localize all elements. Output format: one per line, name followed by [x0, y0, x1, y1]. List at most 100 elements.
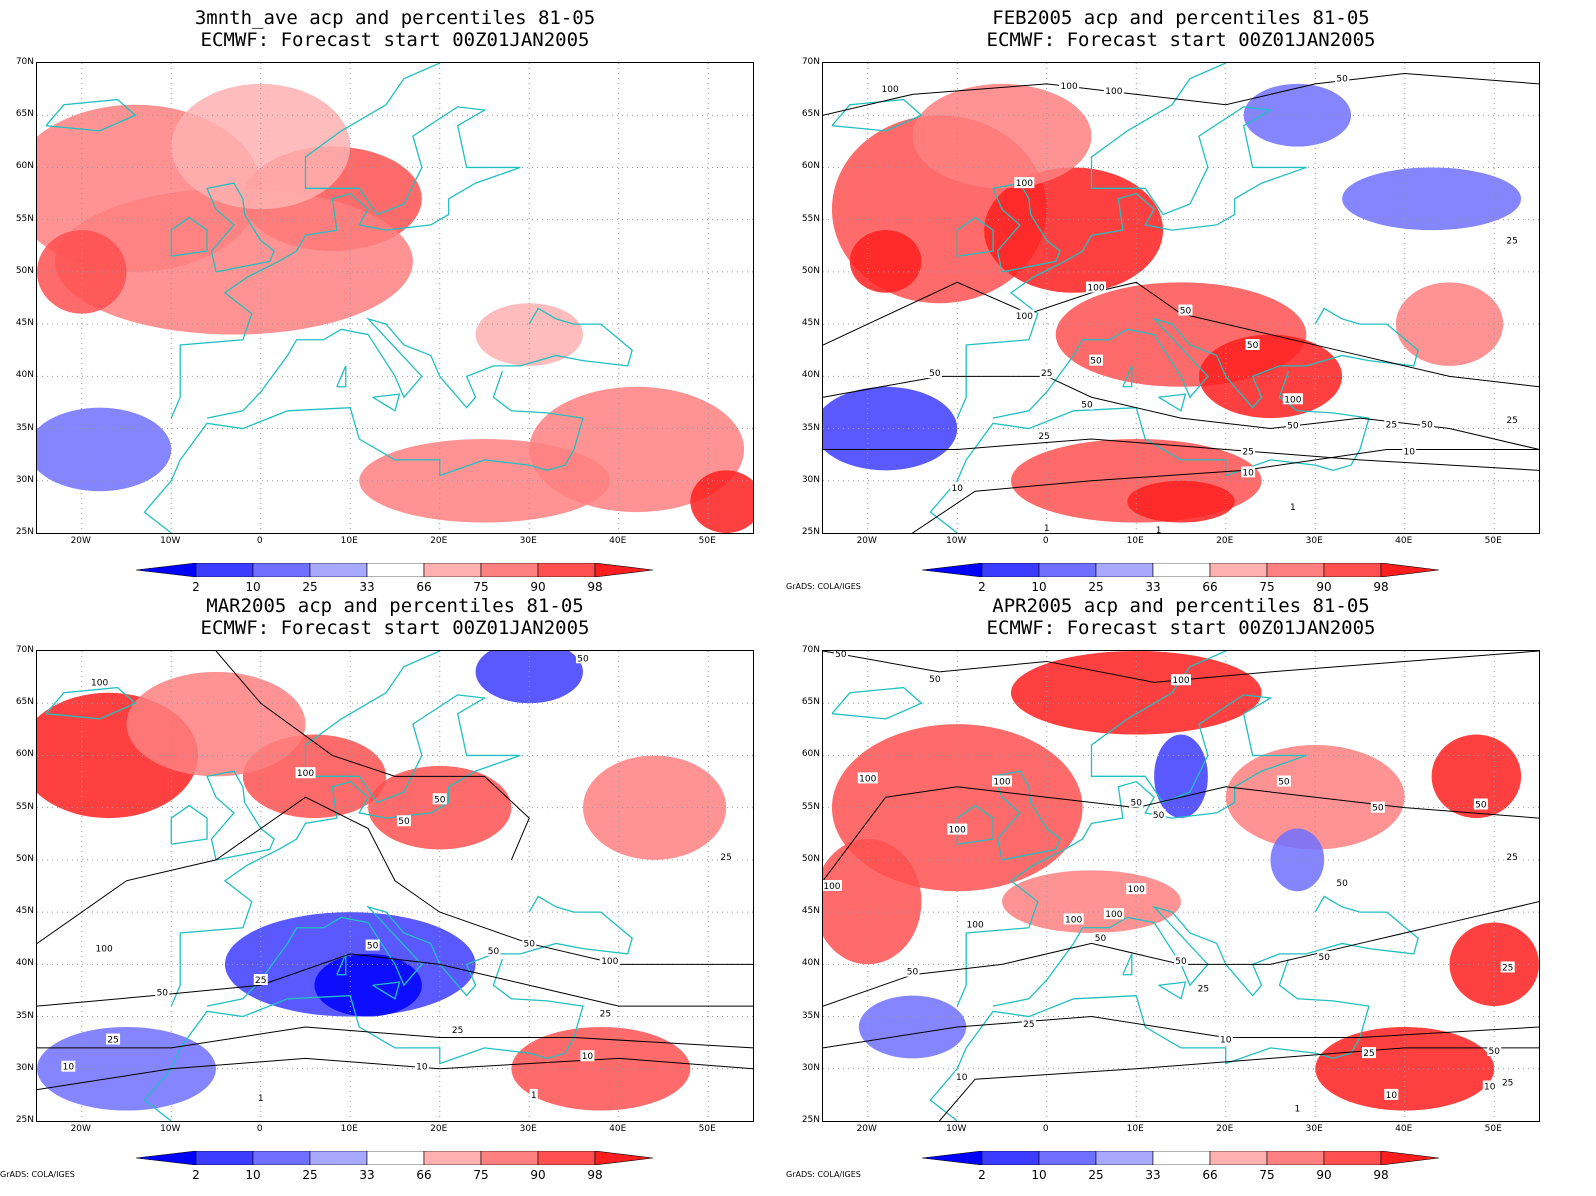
contour-label: 50: [577, 654, 589, 664]
map-panel-1: 3mnth_ave acp and percentiles 81-05 ECMWF…: [0, 0, 790, 594]
shading-patch: [582, 755, 727, 860]
lat-tick-label: 40N: [15, 958, 34, 969]
colorbar-label: 75: [473, 1168, 489, 1182]
colorbar-segment: [1323, 1151, 1382, 1165]
contour-line: [215, 651, 530, 861]
contour-label-bg: [1317, 951, 1332, 963]
panel-title: MAR2005 acp and percentiles 81-05: [206, 595, 584, 617]
lon-tick-label: 10W: [160, 1124, 181, 1134]
contour-label-bg: [1085, 281, 1106, 293]
contour-label: 50: [1131, 798, 1143, 808]
shading-patch: [1342, 167, 1522, 231]
contour-label: 1: [1290, 503, 1296, 513]
lon-tick-label: 50E: [698, 536, 716, 546]
contour-label: 100: [823, 882, 840, 892]
coastline: [336, 953, 347, 976]
shading-patch: [1315, 1027, 1495, 1111]
colorbar-label: 75: [1259, 1168, 1275, 1182]
contour-label: 50: [1180, 307, 1192, 317]
contour-label-bg: [1129, 796, 1144, 808]
coastline: [929, 370, 1370, 533]
contour-label-bg: [450, 1024, 465, 1036]
colorbar-arrow-left: [136, 563, 197, 577]
lon-tick-label: 20W: [70, 1124, 91, 1134]
colorbar-arrow-right: [1380, 563, 1440, 577]
colorbar: [136, 563, 654, 577]
lon-tick-label: 10E: [1126, 536, 1144, 546]
lat-tick-label: 55N: [15, 801, 34, 812]
contour-label-bg: [432, 793, 447, 805]
colorbar-label: 75: [1259, 580, 1275, 594]
contour-label: 50: [1336, 879, 1348, 889]
lon-tick-label: 10W: [160, 536, 181, 546]
contour-label: 50: [1153, 811, 1165, 821]
colorbar-label: 33: [1145, 580, 1161, 594]
coastline: [1122, 365, 1133, 388]
contour-label: 25: [1506, 416, 1517, 426]
colorbar-label: 2: [978, 580, 986, 594]
contour-label: 100: [1061, 82, 1078, 92]
lon-tick-label: 30E: [519, 536, 537, 546]
contour-label-bg: [1384, 1088, 1399, 1100]
contour-label-bg: [1285, 419, 1300, 431]
lat-tick-label: 60N: [801, 161, 820, 172]
contour-line: [823, 375, 1539, 450]
contour-label-bg: [61, 1060, 76, 1072]
colorbar-segment: [195, 563, 254, 577]
coastline: [956, 651, 1307, 1007]
contour-label: 50: [1475, 801, 1487, 811]
colorbar: [136, 1151, 654, 1165]
panel-subtitle: ECMWF: Forecast start 00Z01JAN2005: [986, 29, 1376, 51]
lat-tick-label: 35N: [801, 422, 820, 433]
colorbar-label: 90: [1316, 1168, 1332, 1182]
coastline: [956, 216, 994, 257]
colorbar-segment: [252, 1151, 311, 1165]
contour-label: 1: [1044, 524, 1050, 533]
contour-label-bg: [89, 676, 110, 688]
contour-label: 1: [258, 1094, 264, 1104]
lat-tick-label: 70N: [801, 645, 820, 655]
lat-tick-label: 70N: [15, 645, 34, 655]
contour-label: 50: [488, 947, 500, 957]
contour-label: 25: [1506, 853, 1517, 863]
contour-label: 50: [929, 675, 941, 685]
contour-label-bg: [1505, 234, 1520, 246]
colorbar-segment: [480, 563, 539, 577]
contour-label: 10: [416, 1063, 428, 1073]
colorbar-segment: [423, 563, 482, 577]
colorbar-label: 90: [530, 580, 546, 594]
contour-label-bg: [1500, 961, 1515, 973]
contour-label: 25: [452, 1026, 463, 1036]
colorbar-segment: [366, 563, 425, 577]
lat-tick-label: 45N: [15, 318, 34, 329]
contour-label-bg: [1059, 79, 1080, 91]
map-panel-3: MAR2005 acp and percentiles 81-05 ECMWF: …: [0, 588, 790, 1182]
lon-tick-label: 20E: [430, 1124, 448, 1134]
contour-label: 100: [91, 678, 108, 688]
colorbar-label: 66: [416, 580, 432, 594]
coastline: [206, 307, 633, 419]
contour-label: 50: [1081, 401, 1093, 411]
colorbar-label: 33: [1145, 1168, 1161, 1182]
contour-label: 50: [1318, 953, 1330, 963]
coastline: [206, 895, 633, 1007]
coastline: [372, 981, 401, 1000]
contour-label: 50: [1090, 357, 1102, 367]
contour-label-bg: [486, 944, 501, 956]
colorbar-segment: [1152, 563, 1211, 577]
contour-label: 10: [1403, 448, 1415, 458]
colorbar-label: 10: [245, 580, 261, 594]
map-canvas: [37, 63, 753, 533]
shading-patch: [511, 1027, 691, 1111]
coastline: [143, 958, 584, 1121]
contour-label-bg: [106, 1033, 121, 1045]
lat-tick-label: 40N: [801, 958, 820, 969]
lon-tick-label: 0: [1042, 536, 1049, 546]
contour-label-bg: [927, 367, 942, 379]
colorbar-label: 2: [192, 580, 200, 594]
contour-label-bg: [1473, 798, 1488, 810]
contour-label: 1: [1294, 1104, 1300, 1114]
lat-tick-label: 25N: [15, 1115, 34, 1125]
contour-label: 25: [1502, 963, 1513, 973]
contour-label: 50: [367, 942, 379, 952]
